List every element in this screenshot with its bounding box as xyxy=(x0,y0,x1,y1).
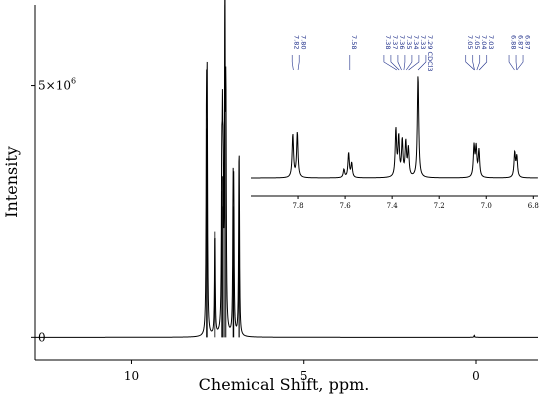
spectrum-line xyxy=(35,0,538,338)
main-peaks xyxy=(206,5,475,338)
inset-peak-label: 7.33 xyxy=(419,35,427,49)
inset-x-tick-label: 7.8 xyxy=(292,202,303,210)
inset-peak-leader xyxy=(476,55,481,71)
inset-peak-label: 6.87 xyxy=(523,35,531,49)
inset-peak-label: 6.87 xyxy=(516,35,524,49)
inset-peak-label: 7.37 xyxy=(391,35,399,49)
inset-plot: 7.8 7.6 7.4 7.2 7.0 6.8 7.82 7.80 7.58 7.38 7.37 7… xyxy=(250,34,540,210)
main-plot: 10 5 0 05×106 Chemical Shift, ppm. Intensi… xyxy=(2,0,538,394)
inset-peak-label: 7.82 xyxy=(292,35,300,49)
inset-spectrum-line xyxy=(251,76,538,179)
inset-peak-leader xyxy=(390,55,400,71)
inset-peak-label: 7.04 xyxy=(480,35,488,49)
inset-peak-leader xyxy=(403,55,406,71)
inset-peak-leader xyxy=(291,55,294,71)
inset-peak-leader xyxy=(478,55,488,71)
inset-peak-leader xyxy=(515,55,518,71)
inset-x-ticks: 7.8 7.6 7.4 7.2 7.0 6.8 xyxy=(292,196,539,210)
inset-peak-label: 7.03 xyxy=(487,35,495,49)
inset-peak-label: 7.34 xyxy=(412,35,420,49)
inset-peak-leader xyxy=(297,55,300,71)
inset-x-tick-label: 7.6 xyxy=(340,202,352,210)
inset-peak-labels: 7.82 7.80 7.58 7.38 7.37 7.36 7.35 7.34 7.33 7.29… xyxy=(291,35,531,72)
inset-peak-label: 7.35 xyxy=(405,35,413,49)
x-ticks: 10 5 0 xyxy=(124,360,480,383)
inset-peak-leader xyxy=(397,55,402,71)
inset-peak-label: 7.38 xyxy=(384,35,392,49)
x-tick-label: 0 xyxy=(472,369,480,383)
y-tick-exponent: 6 xyxy=(71,77,76,86)
y-ticks: 05×106 xyxy=(31,77,76,344)
inset-peak-label: 7.58 xyxy=(350,35,358,49)
inset-peak-leader xyxy=(508,55,515,71)
inset-x-tick-label: 7.0 xyxy=(481,202,492,210)
inset-x-tick-label: 6.8 xyxy=(528,202,539,210)
inset-x-tick-label: 7.4 xyxy=(387,202,399,210)
inset-peak-label: 7.29 CDCl3 xyxy=(426,35,434,72)
inset-peak-leader xyxy=(408,55,420,71)
inset-peak-leader xyxy=(406,55,413,71)
inset-x-tick-label: 7.2 xyxy=(434,202,445,210)
inset-peak-leader xyxy=(383,55,398,71)
inset-background xyxy=(250,34,540,204)
inset-peak-label: 6.88 xyxy=(509,35,517,49)
inset-peak-label: 7.80 xyxy=(299,35,307,49)
y-axis-label: Intensity xyxy=(2,146,21,218)
inset-peak-leader xyxy=(472,55,475,71)
x-tick-label: 10 xyxy=(124,369,139,383)
inset-peak-label: 7.05 xyxy=(466,35,474,49)
inset-peak-label: 7.05 xyxy=(473,35,481,49)
inset-peak-leader xyxy=(516,55,524,71)
x-tick-label: 5 xyxy=(300,369,308,383)
inset-peak-label: 7.36 xyxy=(398,35,406,49)
x-axis-label: Chemical Shift, ppm. xyxy=(199,375,370,394)
inset-peak-leader xyxy=(465,55,475,71)
y-tick-label: 5×106 xyxy=(38,77,76,93)
inset-peak-leader xyxy=(417,55,427,71)
